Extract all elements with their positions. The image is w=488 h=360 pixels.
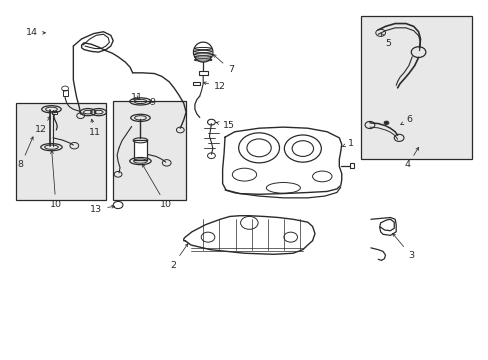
Text: 13: 13 — [90, 205, 114, 214]
Text: 6: 6 — [400, 115, 412, 125]
Text: 10: 10 — [50, 151, 61, 209]
Bar — [52, 111, 57, 114]
Text: 9: 9 — [148, 98, 155, 107]
Text: 11: 11 — [130, 93, 142, 102]
Text: 15: 15 — [216, 121, 234, 130]
Text: 10: 10 — [142, 164, 171, 209]
Text: 8: 8 — [18, 137, 33, 170]
Text: 12: 12 — [203, 82, 226, 91]
Bar — [193, 82, 200, 85]
Bar — [16, 103, 106, 200]
Bar — [133, 140, 147, 160]
Text: 11: 11 — [88, 119, 101, 137]
Bar — [361, 16, 471, 158]
Text: 2: 2 — [170, 244, 187, 270]
Text: 4: 4 — [404, 147, 418, 170]
Text: 3: 3 — [392, 234, 413, 260]
Text: 14: 14 — [25, 28, 45, 37]
Bar — [349, 163, 354, 168]
Bar — [113, 102, 186, 200]
Bar — [199, 71, 207, 75]
Text: 5: 5 — [380, 33, 390, 48]
Bar — [62, 90, 67, 96]
Text: 12: 12 — [35, 116, 50, 135]
Circle shape — [383, 121, 388, 125]
Text: 1: 1 — [342, 139, 353, 148]
Text: 7: 7 — [213, 54, 233, 75]
